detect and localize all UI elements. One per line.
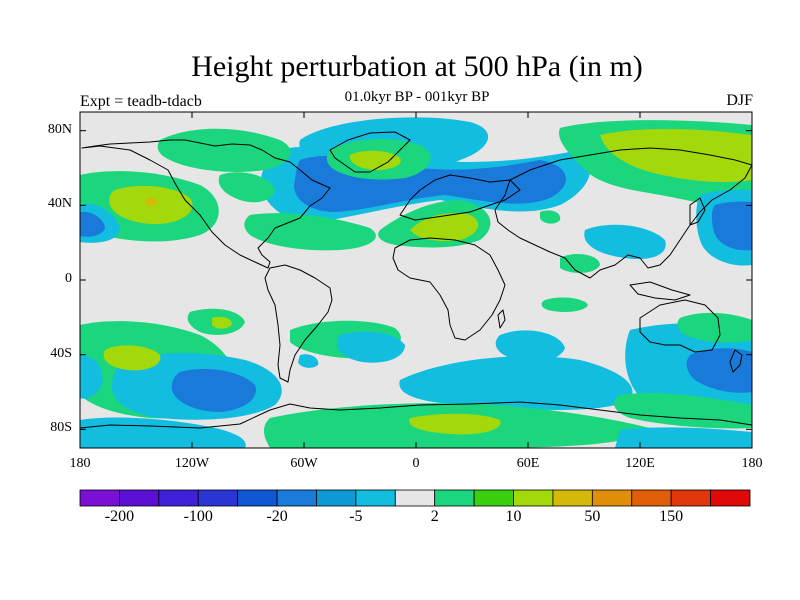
- coastline-greenland: [329, 131, 411, 173]
- contour-north-america-green: [218, 172, 275, 203]
- colorbar-swatch: [513, 489, 554, 507]
- contour-sw-pacific-cyan: [80, 355, 103, 399]
- lon-tick-label: 60E: [516, 456, 540, 471]
- coastline-asia: [494, 147, 752, 279]
- season-label: DJF: [726, 92, 753, 109]
- colorbar-swatch: [197, 489, 239, 507]
- contour-west-pacific-blue: [80, 211, 105, 237]
- colorbar-tick-label: -20: [266, 508, 288, 525]
- colorbar-tick-label: 2: [430, 508, 439, 525]
- contour-west-africa-green: [540, 210, 561, 224]
- contour-south-pacific-yellowgreen-2: [212, 316, 232, 329]
- lon-tick-label: 0: [412, 456, 420, 471]
- lat-tick-label: 40N: [47, 196, 72, 212]
- colorbar-swatch: [276, 489, 317, 507]
- experiment-label: Expt = teadb-tdacb: [80, 93, 202, 110]
- contour-nz-green: [677, 312, 752, 343]
- coastline-madagascar: [497, 309, 506, 329]
- colorbar-swatch: [119, 489, 160, 507]
- contour-atlantic-green: [244, 213, 376, 251]
- lat-tick-label: 40S: [50, 345, 72, 361]
- filled-contours: [80, 117, 752, 448]
- coastlines: [80, 131, 752, 429]
- contour-south-asia-cyan: [584, 224, 666, 260]
- lon-tick-label: 120E: [625, 456, 655, 471]
- colorbar-swatch: [710, 489, 751, 507]
- contour-nz-blue: [686, 348, 752, 393]
- coastline-new-zealand: [729, 349, 743, 373]
- contour-south-pacific-blue: [171, 368, 256, 412]
- colorbar-tick-label: -100: [183, 508, 213, 525]
- colorbar-tick-label: -200: [104, 508, 135, 525]
- colorbar-swatch: [591, 489, 633, 507]
- coastline-south-america: [264, 264, 333, 383]
- figure-title: Height perturbation at 500 hPa (in m): [191, 50, 643, 83]
- lon-tick-label: 120W: [174, 456, 210, 471]
- colorbar-swatch: [473, 489, 514, 507]
- contour-southern-ocean-cyan-2: [495, 330, 565, 362]
- coastline-japan: [689, 197, 706, 226]
- contour-europe-yellowgreen: [410, 213, 479, 242]
- contour-south-atlantic-cyan: [337, 331, 405, 363]
- contour-nw-pacific-blue: [711, 201, 752, 251]
- lat-tick-label: 80S: [50, 420, 72, 436]
- contour-arctic-north-america-green: [157, 128, 291, 172]
- contour-south-pacific-yellowgreen: [103, 345, 161, 371]
- lat-tick-label: 80N: [47, 121, 72, 137]
- contour-antarctic-east-cyan: [615, 427, 752, 448]
- colorbar-swatch: [355, 489, 396, 507]
- contour-southern-ocean-cyan: [399, 356, 633, 410]
- colorbar-tick-label: 150: [659, 508, 684, 525]
- contour-arctic-siberia-yellowgreen: [600, 128, 752, 183]
- colorbar-tick-label: -5: [349, 508, 363, 525]
- coastline-north-america: [81, 139, 331, 269]
- coastline-maritime-continent: [629, 281, 691, 301]
- colorbar-tick-label: 10: [505, 508, 522, 525]
- coastline-africa: [392, 237, 506, 341]
- colorbar-swatch: [158, 489, 199, 507]
- figure-subtitle: 01.0kyr BP - 001kyr BP: [344, 89, 490, 105]
- map-panel: [80, 112, 752, 448]
- contour-india-green: [560, 254, 600, 273]
- axis-ticks: [79, 112, 753, 448]
- contour-antarctic-yellowgreen: [409, 413, 501, 435]
- colorbar-swatch: [316, 489, 357, 507]
- colorbar-swatch: [434, 489, 475, 507]
- colorbar-swatch: [670, 489, 711, 507]
- contour-south-atlantic-cyan-2: [298, 354, 319, 368]
- colorbar-swatch: [394, 489, 436, 507]
- contour-east-pacific-orange: [146, 197, 157, 206]
- coastline-antarctica: [80, 401, 752, 429]
- lon-tick-label: 60W: [290, 456, 318, 471]
- colorbar-tick-label: 50: [584, 508, 601, 525]
- coastline-australia: [639, 299, 721, 353]
- lon-tick-label: 180: [69, 456, 91, 471]
- colorbar-swatch: [552, 489, 593, 507]
- colorbar: [79, 489, 751, 507]
- colorbar-swatch: [79, 489, 120, 507]
- contour-indian-ocean-green: [541, 297, 588, 313]
- contour-greenland-yellowgreen: [349, 150, 401, 170]
- colorbar-swatch: [237, 489, 278, 507]
- colorbar-swatch: [631, 489, 672, 507]
- lat-tick-label: 0: [65, 271, 72, 286]
- coastline-europe: [399, 174, 521, 221]
- lon-tick-label: 180: [741, 456, 763, 471]
